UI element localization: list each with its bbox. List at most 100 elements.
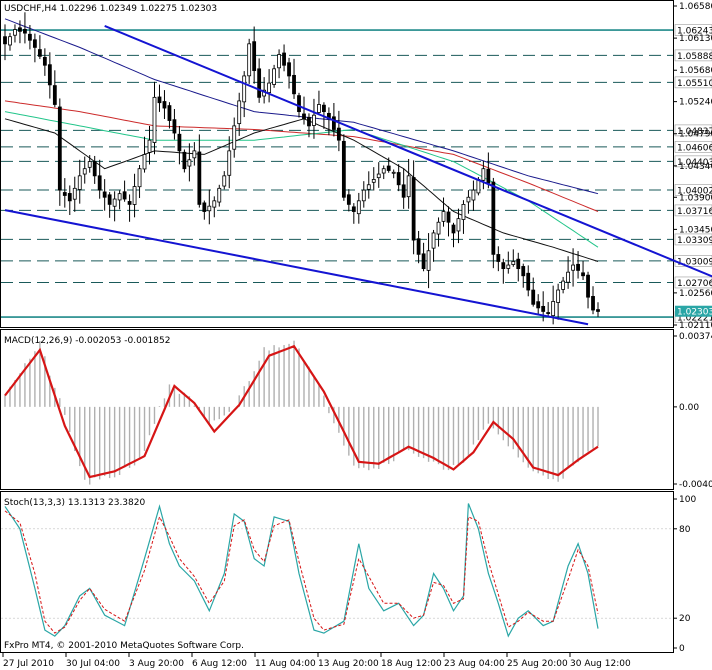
level-tag-bg [674, 155, 712, 168]
current-price-tag: 1.02303 [677, 308, 712, 318]
macd-tick-label: 0.00374 [679, 332, 712, 342]
trendlines [4, 25, 712, 326]
moving-average-line [4, 100, 599, 212]
candle-body [57, 106, 62, 191]
candle-body [172, 119, 177, 134]
candle-body [222, 175, 227, 187]
candle-body [341, 140, 346, 198]
candle-body [177, 133, 182, 152]
candle-body [322, 104, 326, 113]
candle-body [471, 189, 476, 201]
price-tick-label: 1.03900 [679, 193, 712, 203]
candle-body [157, 96, 162, 104]
candle-body [386, 165, 391, 171]
candle-body [127, 201, 132, 205]
time-tick-label: 13 Aug 20:00 [318, 659, 379, 669]
candle-body [242, 75, 247, 103]
level-tag: 1.05510 [677, 79, 712, 89]
macd-title: MACD(12,26,9) -0.002053 -0.001852 [4, 336, 170, 346]
price-tick-label: 1.04340 [679, 162, 712, 172]
candle-body [187, 159, 192, 167]
candle-body [287, 62, 291, 77]
level-tag-bg [674, 141, 712, 153]
price-tick-label: 1.04790 [679, 130, 712, 140]
candle-body [411, 177, 416, 241]
moving-average-line [4, 18, 599, 195]
trendline [4, 209, 589, 326]
candle-body [396, 172, 401, 186]
candle-body [202, 202, 207, 212]
candle-body [501, 262, 506, 270]
stoch-main-line [4, 503, 599, 638]
candle-body [317, 104, 321, 113]
candle-body [192, 150, 197, 159]
candle-body [541, 305, 546, 312]
candle-body [431, 232, 436, 249]
time-tick-label: 11 Aug 04:00 [255, 659, 316, 669]
candle-body [37, 49, 42, 57]
candle-body [356, 200, 361, 215]
candle-body [292, 74, 296, 95]
candle-body [426, 250, 431, 271]
candle-body [551, 301, 556, 317]
macd-indicator: 0.00374 0.00 -0.00407 [4, 332, 712, 490]
candle-body [107, 194, 112, 205]
level-tag-bg [674, 49, 712, 62]
candle-body [521, 266, 526, 277]
candle-body [516, 258, 521, 270]
time-tick-label: 18 Aug 12:00 [381, 659, 442, 669]
candle-body [18, 27, 22, 32]
candle-body [486, 168, 491, 184]
stoch-signal-line [4, 510, 599, 634]
candle-body [506, 264, 511, 269]
candle-body [92, 161, 97, 177]
time-tick-label: 25 Aug 20:00 [507, 659, 568, 669]
candle-body [571, 264, 575, 271]
candle-body [451, 224, 456, 234]
candle-body [371, 179, 376, 183]
candle-body [197, 151, 202, 205]
candle-body [421, 253, 426, 270]
level-tag: 1.05888 [677, 52, 712, 62]
level-tag: 1.04403 [677, 158, 712, 168]
candle-body [207, 205, 212, 212]
macd-tick-label: 0.00 [679, 403, 699, 413]
candle-body [267, 82, 272, 94]
candle-body [416, 238, 421, 255]
level-tag: 1.02706 [677, 279, 712, 289]
moving-average-line [4, 118, 599, 262]
candle-body [531, 289, 536, 305]
candle-body [28, 33, 32, 41]
candle-body [307, 116, 311, 127]
level-tag: 1.06243 [677, 27, 712, 37]
time-tick-label: 30 Aug 12:00 [570, 659, 631, 669]
time-tick-label: 23 Aug 04:00 [444, 659, 505, 669]
candle-body [366, 184, 371, 190]
candle-body [182, 151, 187, 170]
candle-body [376, 173, 381, 179]
candle-body [237, 100, 242, 125]
candle-body [162, 101, 167, 109]
candle-body [72, 187, 77, 200]
candle-body [446, 211, 451, 223]
candle-body [47, 64, 52, 86]
level-tag-bg [674, 76, 712, 89]
level-tag-bg [674, 276, 712, 289]
candle-body [561, 280, 566, 290]
candle-body [312, 114, 316, 126]
candle-body [102, 191, 107, 198]
candle-body [456, 218, 461, 232]
candle-body [361, 189, 366, 202]
price-tick-label: 1.02110 [679, 321, 712, 331]
price-tick-label: 1.05240 [679, 98, 712, 108]
candle-body [581, 272, 585, 277]
candle-body [142, 154, 147, 170]
level-tag: 1.03309 [677, 236, 712, 246]
candle-body [576, 263, 580, 271]
stoch-tick-label: 0 [679, 644, 685, 654]
candle-body [62, 192, 67, 196]
candle-body [511, 261, 516, 265]
level-tag: 1.04606 [677, 143, 712, 153]
macd-tick-label: -0.00407 [679, 480, 712, 490]
